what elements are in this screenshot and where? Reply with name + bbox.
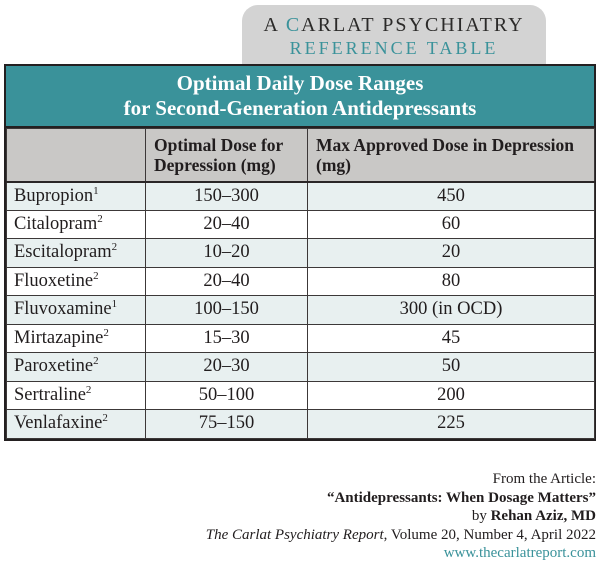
optimal-dose-cell: 15–30 bbox=[145, 323, 308, 353]
drug-footnote-superscript: 2 bbox=[93, 269, 99, 282]
carlat-badge: A CARLAT PSYCHIATRY REFERENCE TABLE bbox=[242, 5, 546, 65]
drug-footnote-superscript: 2 bbox=[85, 383, 92, 396]
table-row: Fluvoxamine1 100–150 300 (in OCD) bbox=[6, 295, 595, 325]
table-row: Sertraline2 50–100 200 bbox=[6, 380, 595, 410]
source-attribution: From the Article: “Antidepressants: When… bbox=[36, 470, 596, 563]
drug-footnote-superscript: 2 bbox=[93, 355, 99, 368]
col-header-drug bbox=[6, 128, 146, 183]
drug-footnote-superscript: 2 bbox=[102, 412, 108, 425]
drug-footnote-superscript: 2 bbox=[111, 241, 118, 254]
table-title-line1: Optimal Daily Dose Ranges bbox=[176, 71, 424, 95]
journal-name: The Carlat Psychiatry Report bbox=[205, 526, 384, 543]
drug-footnote-superscript: 2 bbox=[97, 212, 103, 225]
table-row: Mirtazapine2 15–30 45 bbox=[6, 323, 595, 353]
badge-subtitle: REFERENCE TABLE bbox=[289, 38, 499, 58]
drug-name-cell: Venlafaxine2 bbox=[6, 409, 146, 439]
optimal-dose-cell: 10–20 bbox=[145, 238, 308, 268]
dose-table: Optimal Daily Dose Ranges for Second-Gen… bbox=[4, 64, 596, 441]
max-dose-cell: 450 bbox=[307, 181, 595, 211]
drug-footnote-superscript: 1 bbox=[93, 184, 99, 197]
drug-name: Citalopram bbox=[14, 213, 98, 234]
table-row: Fluoxetine2 20–40 80 bbox=[6, 266, 595, 296]
drug-name-cell: Fluvoxamine1 bbox=[6, 295, 146, 325]
drug-name-cell: Mirtazapine2 bbox=[6, 323, 146, 353]
table-row: Paroxetine2 20–30 50 bbox=[6, 352, 595, 382]
table-row: Bupropion1 150–300 450 bbox=[6, 181, 595, 211]
col-header-max-dose: Max Approved Dose in Depression (mg) bbox=[307, 128, 595, 183]
max-dose-cell: 80 bbox=[307, 266, 595, 296]
max-dose-cell: 225 bbox=[307, 409, 595, 439]
website-link[interactable]: www.thecarlatreport.com bbox=[443, 545, 596, 561]
max-dose-cell: 300 (in OCD) bbox=[307, 295, 595, 325]
drug-footnote-superscript: 2 bbox=[103, 326, 109, 339]
optimal-dose-cell: 100–150 bbox=[145, 295, 308, 325]
drug-name: Venlafaxine bbox=[14, 413, 103, 434]
max-dose-cell: 50 bbox=[307, 352, 595, 382]
drug-name: Sertraline bbox=[14, 384, 86, 405]
drug-name-cell: Escitalopram2 bbox=[6, 238, 146, 268]
article-title: “Antidepressants: When Dosage Matters” bbox=[326, 489, 596, 506]
optimal-dose-cell: 20–30 bbox=[145, 352, 308, 382]
by-prefix: by bbox=[471, 508, 491, 524]
max-dose-cell: 200 bbox=[307, 380, 595, 410]
optimal-dose-cell: 150–300 bbox=[145, 181, 308, 211]
drug-footnote-superscript: 1 bbox=[111, 298, 118, 311]
drug-name-cell: Citalopram2 bbox=[6, 209, 146, 239]
badge-title-prefix: A bbox=[263, 14, 286, 36]
table-row: Citalopram2 20–40 60 bbox=[6, 209, 595, 239]
col-header-optimal-dose: Optimal Dose for Depression (mg) bbox=[145, 128, 308, 183]
header-row: Optimal Dose for Depression (mg) Max App… bbox=[6, 128, 595, 183]
drug-name: Bupropion bbox=[14, 185, 94, 206]
max-dose-cell: 20 bbox=[307, 238, 595, 268]
dose-table-grid: Optimal Dose for Depression (mg) Max App… bbox=[6, 128, 595, 439]
table-title: Optimal Daily Dose Ranges for Second-Gen… bbox=[6, 66, 594, 128]
dose-table-body: Bupropion1 150–300 450 Citalopram2 20–40… bbox=[6, 181, 595, 439]
table-title-line2: for Second-Generation Antidepressants bbox=[123, 96, 477, 120]
optimal-dose-cell: 50–100 bbox=[145, 380, 308, 410]
author-name: Rehan Aziz, MD bbox=[490, 508, 596, 524]
drug-name-cell: Bupropion1 bbox=[6, 181, 146, 211]
max-dose-cell: 60 bbox=[307, 209, 595, 239]
journal-issue: , Volume 20, Number 4, April 2022 bbox=[383, 526, 596, 543]
drug-name-cell: Fluoxetine2 bbox=[6, 266, 146, 296]
table-row: Escitalopram2 10–20 20 bbox=[6, 238, 595, 268]
drug-name: Fluvoxamine bbox=[14, 299, 112, 320]
max-dose-cell: 45 bbox=[307, 323, 595, 353]
from-article-label: From the Article: bbox=[492, 471, 596, 487]
badge-title-rest: ARLAT PSYCHIATRY bbox=[301, 14, 525, 36]
website-line: www.thecarlatreport.com bbox=[36, 544, 596, 563]
author-line: by Rehan Aziz, MD bbox=[36, 507, 596, 526]
table-row: Venlafaxine2 75–150 225 bbox=[6, 409, 595, 439]
badge-title: A CARLAT PSYCHIATRY bbox=[242, 14, 546, 37]
badge-title-c: C bbox=[285, 14, 302, 36]
drug-name: Paroxetine bbox=[14, 356, 94, 377]
journal-line: The Carlat Psychiatry Report, Volume 20,… bbox=[36, 526, 596, 545]
drug-name-cell: Paroxetine2 bbox=[6, 352, 146, 382]
optimal-dose-cell: 20–40 bbox=[145, 266, 308, 296]
drug-name: Fluoxetine bbox=[14, 270, 94, 291]
drug-name: Escitalopram bbox=[14, 242, 112, 263]
drug-name: Mirtazapine bbox=[14, 327, 104, 348]
optimal-dose-cell: 75–150 bbox=[145, 409, 308, 439]
drug-name-cell: Sertraline2 bbox=[6, 380, 146, 410]
optimal-dose-cell: 20–40 bbox=[145, 209, 308, 239]
